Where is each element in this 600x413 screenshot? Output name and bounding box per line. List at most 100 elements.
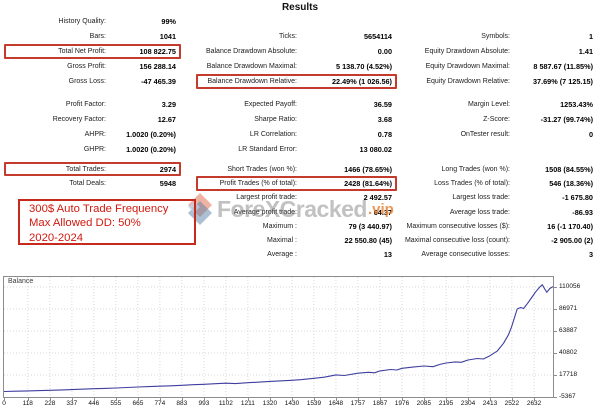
stat-row: AHPR: 1.0020 (0.20%) [8, 127, 176, 142]
annotation-box: 300$ Auto Trade Frequency Max Allowed DD:… [18, 199, 196, 245]
stat-value: 16 (-1 170.40) [547, 221, 593, 231]
stat-label: Sharpe Ratio: [254, 116, 297, 123]
stat-row-highlighted: Balance Drawdown Relative: 22.49% (1 026.… [196, 74, 397, 89]
x-axis-tick-label: 1430 [284, 400, 300, 407]
stat-value: 1 [588, 32, 593, 41]
x-axis-tick [181, 398, 183, 401]
x-axis-tick-label: 2304 [460, 400, 476, 407]
stat-value: 3 [588, 250, 593, 260]
stat-row: Largest loss trade: -1 675.80 [390, 191, 593, 205]
x-axis-tick-label: 1102 [218, 400, 233, 407]
x-axis-tick [446, 398, 448, 401]
stat-row: Expected Payoff: 36.59 [200, 97, 392, 112]
stat-row: Balance Drawdown Maximal: 5 138.70 (4.52%… [200, 59, 392, 74]
stat-row: Ticks: 5654114 [200, 29, 392, 44]
stat-label: Total Net Profit: [58, 48, 106, 55]
y-axis-tick-label: 86971 [559, 305, 578, 312]
stat-value: 5948 [159, 178, 176, 188]
stat-value: 1508 (84.55%) [545, 164, 593, 174]
stat-value: 36.59 [373, 100, 392, 109]
stat-value: 1.0020 (0.20%) [126, 130, 176, 139]
stat-row: Largest profit trade: 2 492.57 [200, 191, 392, 205]
x-axis-tick [357, 398, 359, 401]
x-axis-tick [423, 398, 425, 401]
x-axis-tick [247, 398, 249, 401]
stat-row: Average loss trade: -86.93 [390, 205, 593, 219]
stat-value: 1041 [159, 32, 176, 41]
stat-row: Margin Level: 1253.43% [390, 97, 593, 112]
x-axis-tick-label: 228 [44, 400, 56, 407]
stats-block: History Quality: 99% Bars: 1041 Total Net Pr… [4, 14, 181, 89]
y-axis-tick [554, 397, 557, 398]
stat-value: 22.49% (1 026.56) [331, 77, 392, 86]
stat-label: Profit Trades (% of total): [219, 179, 297, 187]
stat-value: 37.69% (7 125.15) [532, 77, 593, 86]
x-axis-tick-label: 774 [154, 400, 166, 407]
stat-label: Gross Loss: [68, 78, 106, 85]
stat-row: GHPR: 1.0020 (0.20%) [8, 142, 176, 157]
x-axis-tick-label: 993 [198, 400, 210, 407]
stat-label: Balance Drawdown Absolute: [205, 48, 297, 55]
x-axis-tick [401, 398, 403, 401]
x-axis-tick-label: 2413 [482, 400, 498, 407]
stat-label: Z-Score: [483, 116, 510, 123]
stat-row: Symbols: 1 [390, 29, 593, 44]
x-axis-tick [380, 398, 381, 401]
chart-series-label: Balance [8, 278, 34, 285]
stat-row: Balance Drawdown Absolute: 0.00 [200, 44, 392, 59]
stat-value: 1.41 [578, 47, 593, 56]
stat-label: Total Trades: [65, 165, 106, 173]
stat-row: Maximal consecutive loss (count): -2 905.… [390, 233, 593, 247]
stat-row: Equity Drawdown Maximal: 8 587.67 (11.85%… [390, 59, 593, 74]
x-axis-tick-label: 665 [132, 400, 144, 407]
stat-label: LR Correlation: [249, 131, 297, 138]
stat-row: Short Trades (won %): 1466 (78.65%) [200, 162, 392, 176]
stat-value: -86.93 [572, 207, 593, 217]
stat-row: OnTester result: 0 [390, 127, 593, 142]
stat-row: Gross Profit: 156 288.14 [8, 59, 176, 74]
chart-canvas [4, 277, 553, 397]
stat-value: 5654114 [363, 32, 392, 41]
x-axis-tick-label: 2195 [438, 400, 454, 407]
x-axis-tick-label: 337 [66, 400, 78, 407]
stat-row: Gross Loss: -47 465.39 [8, 74, 176, 89]
stat-row: Total Deals: 5948 [8, 176, 176, 190]
stat-label: History Quality: [58, 18, 106, 25]
annotation-line: Max Allowed DD: 50% [29, 217, 141, 230]
stat-row: LR Correlation: 0.78 [200, 127, 392, 142]
stats-block: Short Trades (won %): 1466 (78.65%) Profit… [196, 162, 397, 262]
x-axis-tick-label: 555 [110, 400, 122, 407]
stat-value: 2428 (81.64%) [344, 178, 392, 188]
stat-value: 108 822.75 [139, 47, 176, 56]
stats-block: Long Trades (won %): 1508 (84.55%) Loss Tr… [390, 162, 593, 262]
x-axis-tick-label: 118 [22, 400, 33, 407]
stat-row: Average : 13 [200, 248, 392, 262]
x-axis-tick-label: 1867 [372, 400, 388, 407]
stat-value: 12.67 [157, 115, 176, 124]
x-axis-tick [49, 398, 51, 401]
stat-row-highlighted: Total Trades: 2974 [4, 162, 181, 177]
stat-label: Equity Drawdown Relative: [426, 78, 510, 85]
stat-label: OnTester result: [460, 131, 510, 138]
stat-row: History Quality: 99% [8, 14, 176, 29]
annotation-line: 2020-2024 [29, 231, 84, 244]
chart-plot-area: Balance [3, 276, 554, 398]
stat-label: Average profit trade: [233, 208, 297, 216]
stats-block: Ticks: 5654114 Balance Drawdown Absolute: 0… [196, 14, 397, 89]
x-axis-tick [93, 398, 95, 401]
x-axis-tick-label: 2522 [504, 400, 520, 407]
stat-row: Z-Score: -31.27 (99.74%) [390, 112, 593, 127]
stat-value: 13 [383, 250, 392, 260]
x-axis-tick-label: 0 [2, 400, 6, 407]
stat-label: Expected Payoff: [244, 101, 297, 108]
x-axis-tick [534, 398, 536, 401]
stat-value: -1 675.80 [562, 193, 593, 203]
stat-label: Equity Drawdown Absolute: [424, 48, 510, 55]
stat-row: Recovery Factor: 12.67 [8, 112, 176, 127]
stat-value: -47 465.39 [141, 77, 176, 86]
stat-label: Profit Factor: [65, 101, 106, 108]
stat-row: Long Trades (won %): 1508 (84.55%) [390, 162, 593, 176]
x-axis-tick-label: 446 [88, 400, 100, 407]
stat-label: GHPR: [83, 146, 106, 153]
stat-row-highlighted: Profit Trades (% of total): 2428 (81.64%) [196, 176, 397, 191]
